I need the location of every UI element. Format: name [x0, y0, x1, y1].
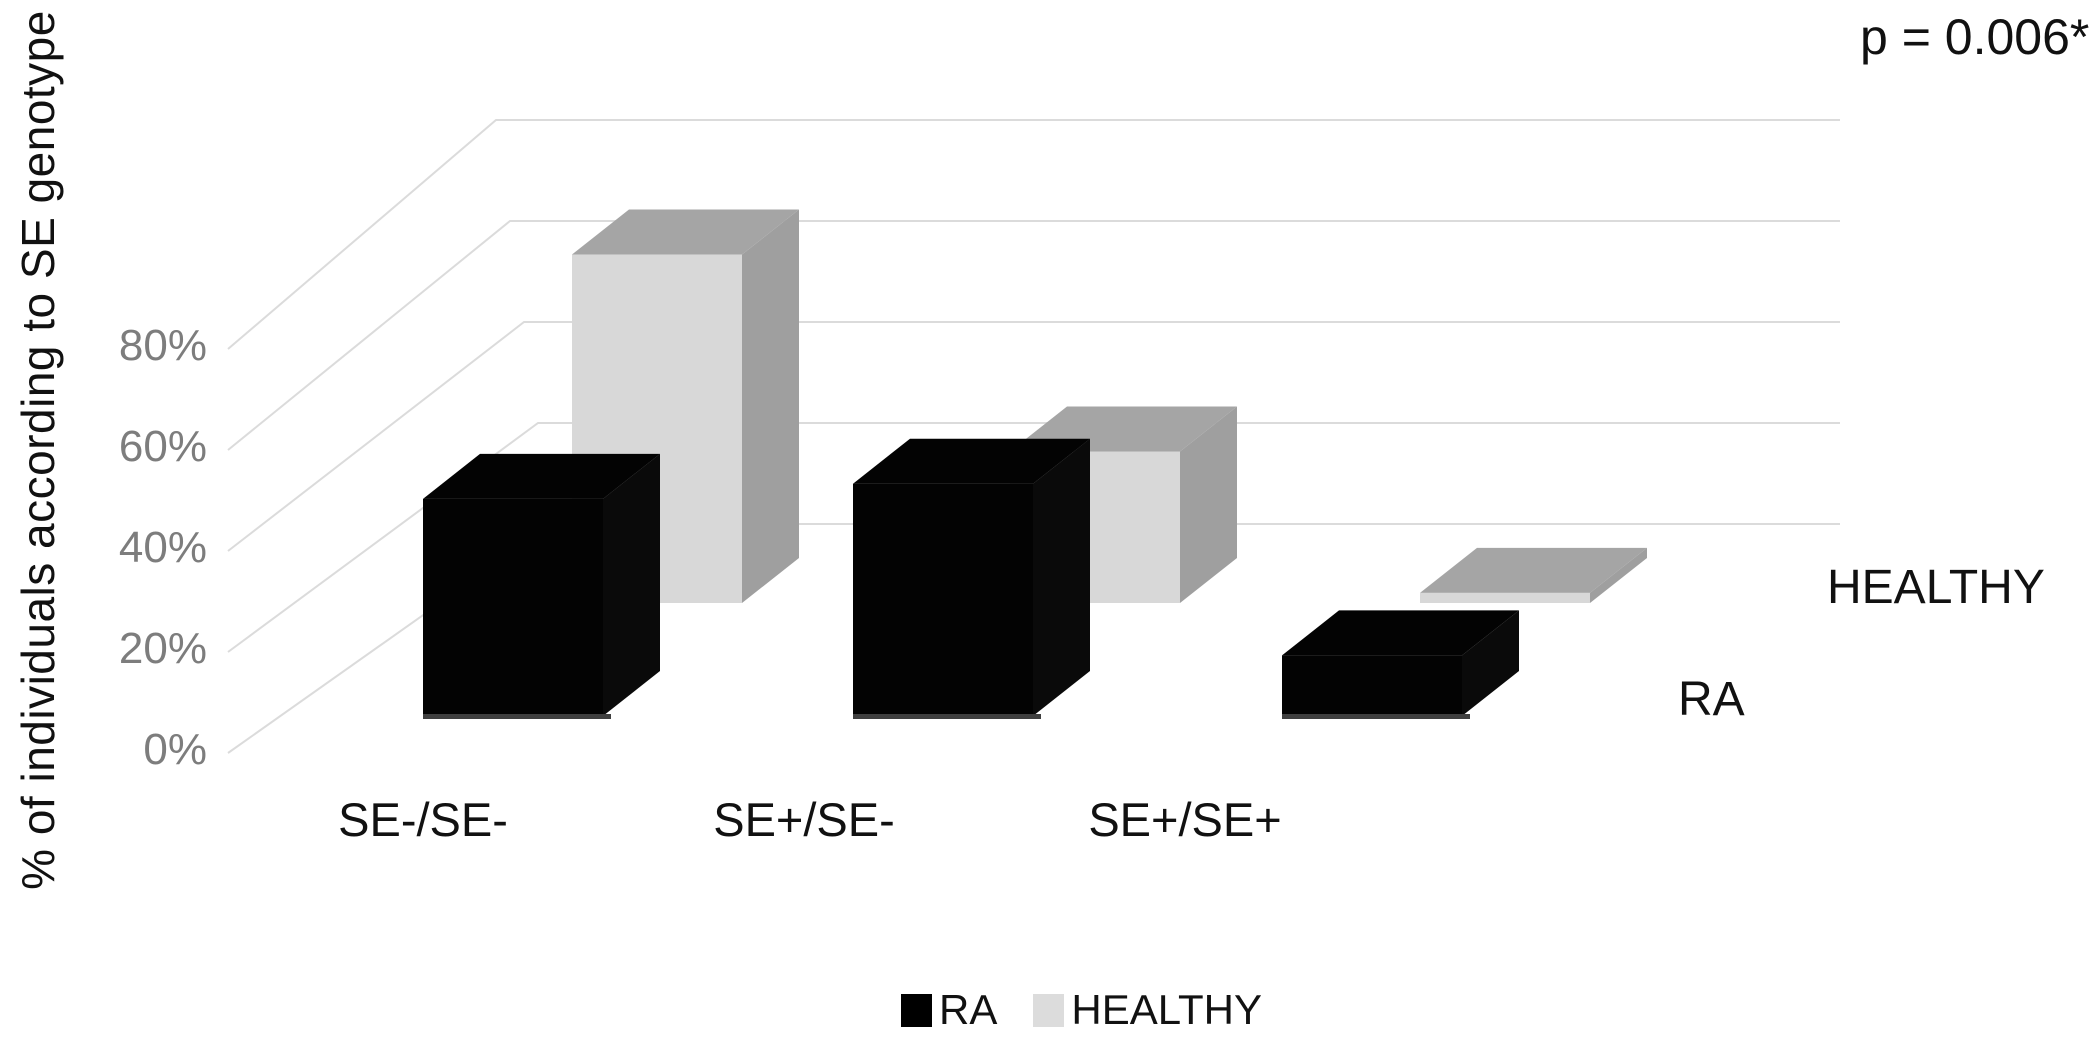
bar-ra-1-base-shadow — [853, 714, 1041, 719]
category-label-se-neg-se-neg: SE-/SE- — [338, 793, 508, 846]
bar-ra-0-side — [603, 453, 660, 716]
p-value-annotation: p = 0.006* — [1860, 9, 2090, 65]
legend-swatch-healthy — [1033, 993, 1065, 1027]
bar-ra-1-top — [853, 438, 1090, 484]
bar-healthy-2-top — [1420, 547, 1647, 593]
y-tick-40: 40% — [118, 523, 207, 572]
series-axis-label-ra: RA — [1678, 673, 1745, 726]
y-tick-80: 80% — [118, 321, 207, 370]
y-tick-20: 20% — [118, 624, 207, 673]
category-label-se-pos-se-pos: SE+/SE+ — [1088, 793, 1282, 846]
bar-ra-0-front — [423, 498, 603, 716]
bar-ra-0-top — [423, 453, 660, 499]
bar-ra-0-base-shadow — [423, 714, 611, 719]
gridline-20pct — [227, 422, 1840, 653]
bar-healthy-1-side — [1180, 406, 1237, 603]
bar-healthy-2-front — [1420, 592, 1590, 603]
category-label-se-pos-se-neg: SE+/SE- — [713, 793, 895, 846]
bar-ra-1-side — [1033, 438, 1090, 716]
gridline-40pct — [227, 321, 1840, 552]
bar-ra-2-base-shadow — [1282, 714, 1470, 719]
bar-healthy-2-side — [1590, 547, 1647, 603]
y-tick-60: 60% — [118, 422, 207, 471]
legend-label-healthy: HEALTHY — [1071, 986, 1262, 1033]
bar-ra-1-front — [853, 483, 1033, 716]
legend: RA HEALTHY — [901, 986, 1262, 1034]
bar-ra-2-front — [1282, 655, 1462, 716]
legend-label-ra: RA — [939, 986, 998, 1033]
bar-healthy-0-side — [742, 209, 799, 604]
legend-swatch-ra — [901, 993, 932, 1027]
gridline-60pct — [227, 220, 1840, 451]
gridline-80pct — [227, 119, 1840, 350]
bar-ra-2-top — [1282, 610, 1519, 656]
series-axis-label-healthy: HEALTHY — [1827, 561, 2045, 614]
bar-healthy-0-top — [572, 209, 799, 255]
bar-ra-2-side — [1462, 610, 1519, 716]
y-tick-0: 0% — [143, 725, 207, 774]
